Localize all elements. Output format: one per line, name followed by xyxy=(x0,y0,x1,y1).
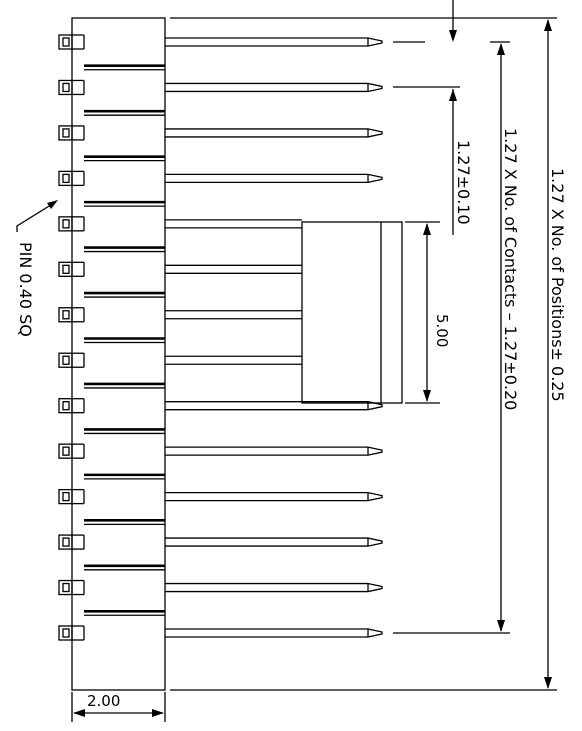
pin-tail xyxy=(165,173,383,184)
pin-tail xyxy=(165,355,302,365)
width-label: 2.00 xyxy=(87,692,120,710)
pin-tail xyxy=(165,82,383,93)
carrier-tab xyxy=(165,219,403,404)
housing xyxy=(58,17,166,691)
pin-square-icon xyxy=(58,261,85,277)
pin-sections xyxy=(58,34,165,641)
pin-tail xyxy=(165,37,383,47)
pin-square-icon xyxy=(58,579,85,596)
pin-tail xyxy=(165,537,383,547)
pin-square-icon xyxy=(58,625,85,641)
tab-dimension: 5.00 xyxy=(405,221,451,404)
contacts-dimension: 1.27 X No. of Contacts – 1.27±0.20 xyxy=(393,41,520,634)
pin-square-icon xyxy=(58,170,85,187)
pin-square-icon xyxy=(58,125,85,141)
pin-square-icon xyxy=(58,352,85,368)
pin-tail xyxy=(165,219,302,229)
pitch-label: 1.27±0.10 xyxy=(454,140,473,225)
pin-tail xyxy=(165,628,383,638)
contacts-label: 1.27 X No. of Contacts – 1.27±0.20 xyxy=(501,128,520,410)
pin-tails xyxy=(165,37,383,638)
positions-dimension: 1.27 X No. of Positions± 0.25 xyxy=(170,17,567,691)
tab-label: 5.00 xyxy=(433,314,451,347)
pitch-dimension: 1.27±0.10 xyxy=(393,0,473,235)
pin-square-icon xyxy=(58,398,85,414)
pin-tail xyxy=(165,446,383,456)
pin-tail xyxy=(165,128,383,138)
pin-square-icon xyxy=(58,79,85,96)
pin-tail xyxy=(165,264,302,274)
pin-square-icon xyxy=(58,307,85,323)
pin-callout: PIN 0.40 SQ xyxy=(16,200,58,337)
pin-square-icon xyxy=(58,534,85,550)
pin-square-icon xyxy=(58,216,85,232)
pin-square-icon xyxy=(58,443,85,459)
pin-tail xyxy=(165,582,383,593)
pin-tail xyxy=(165,310,302,320)
pin-size-label: PIN 0.40 SQ xyxy=(16,242,35,337)
pin-tail xyxy=(165,491,383,502)
pin-square-icon xyxy=(58,34,85,50)
width-dimension: 2.00 xyxy=(71,692,166,722)
pin-square-icon xyxy=(58,488,85,505)
positions-label: 1.27 X No. of Positions± 0.25 xyxy=(548,168,567,402)
